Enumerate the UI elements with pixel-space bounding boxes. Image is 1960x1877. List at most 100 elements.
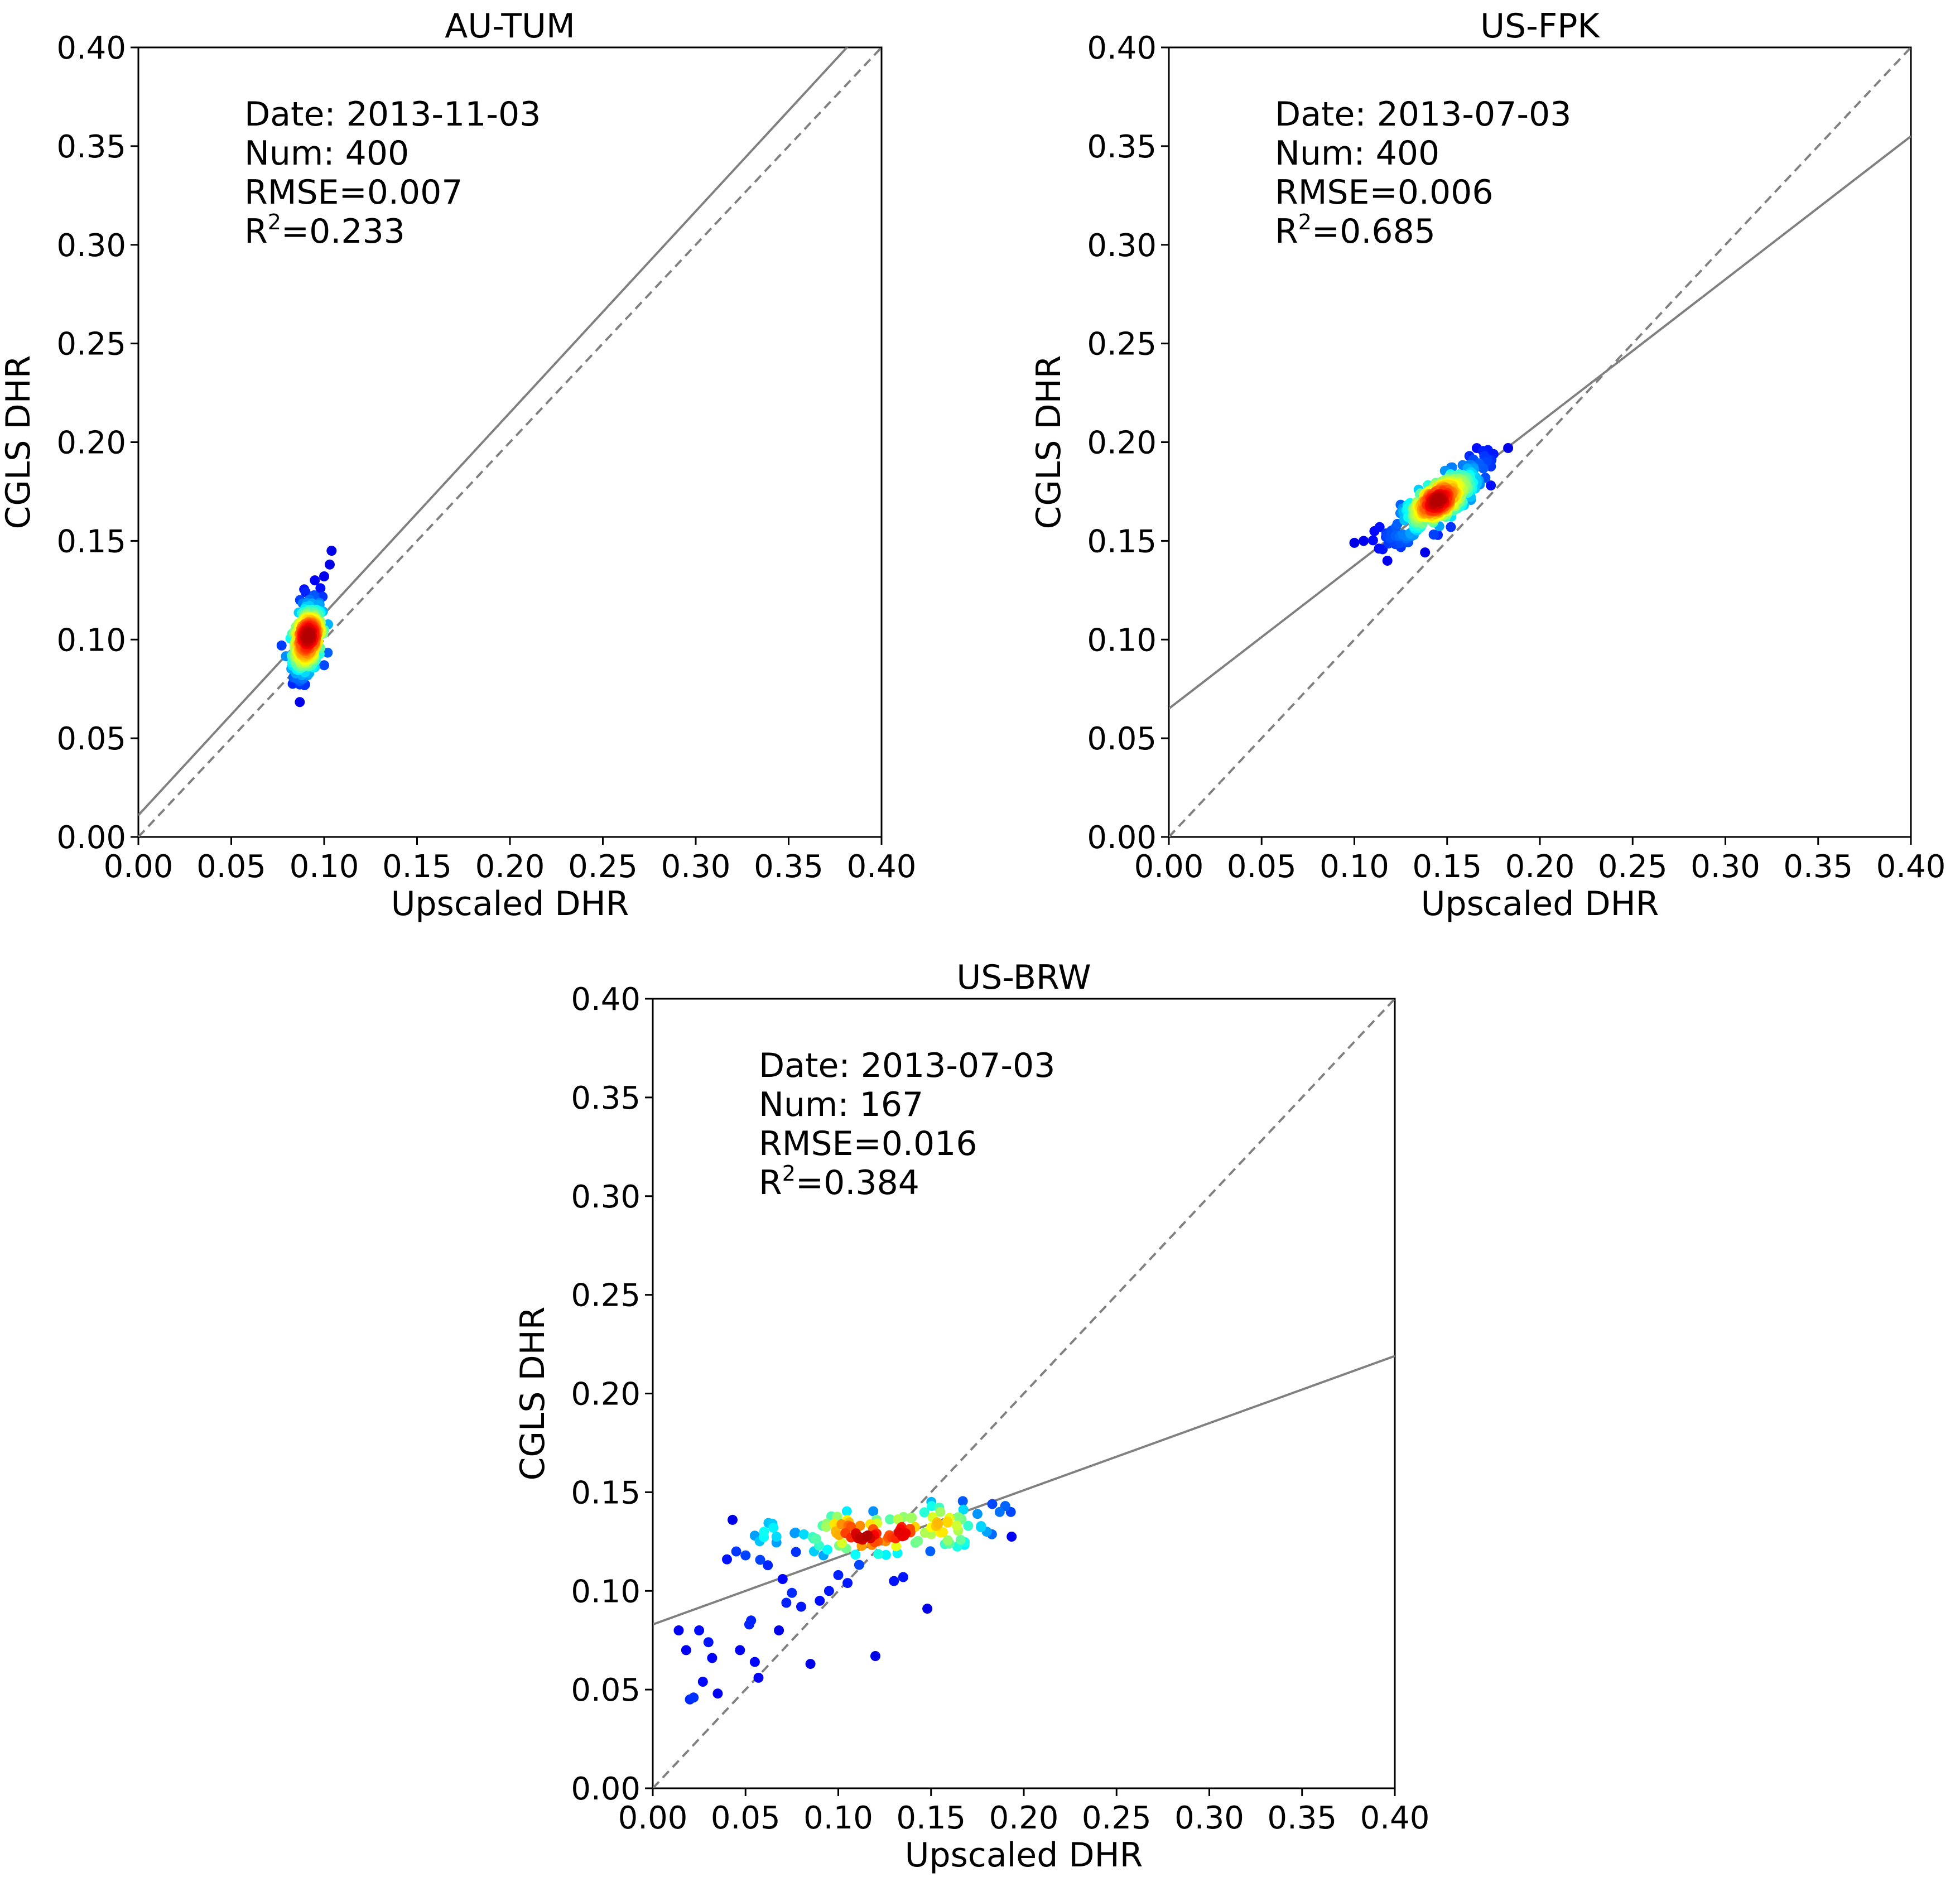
scatter-panel-au-tum: AU-TUM 0.00 0.05 0.10 0.15 0.20 0.25 0.30 0.35 0…: [0, 7, 916, 923]
scatter-point: [798, 1529, 809, 1539]
x-tick-label: 0.40: [847, 849, 917, 885]
x-tick-label: 0.25: [1598, 849, 1668, 885]
scatter-point: [822, 1544, 832, 1555]
scatter-point: [870, 1651, 880, 1661]
scatter-point: [889, 1576, 899, 1586]
scatter-point: [881, 1549, 891, 1560]
scatter-point: [824, 1586, 834, 1596]
scatter-point: [319, 660, 329, 671]
x-tick-label: 0.00: [618, 1800, 688, 1836]
x-axis-title: Upscaled DHR: [391, 884, 629, 923]
y-tick-label: 0.10: [56, 622, 126, 658]
scatter-point: [873, 1549, 884, 1560]
y-tick-label: 0.30: [571, 1179, 641, 1215]
x-tick-label: 0.35: [754, 849, 824, 885]
scatter-point: [994, 1507, 1005, 1517]
scatter-point: [310, 575, 320, 586]
x-axis-title: Upscaled DHR: [905, 1836, 1143, 1875]
stat-rmse: RMSE=0.006: [1275, 173, 1494, 212]
stat-r2: R2=0.233: [244, 210, 405, 251]
scatter-point: [922, 1604, 933, 1614]
y-tick-label: 0.25: [56, 326, 126, 363]
stat-r2: R2=0.685: [1275, 210, 1436, 251]
plot-lines-and-points: [1169, 47, 1911, 837]
stat-r2-value: =0.685: [1312, 212, 1436, 251]
one-to-one-line: [653, 999, 1395, 1788]
x-tick-label: 0.40: [1360, 1800, 1430, 1836]
one-to-one-line: [138, 47, 882, 837]
statistics-block: Date: 2013-07-03 Num: 167 RMSE=0.016 R2=…: [759, 1046, 1055, 1202]
stat-date: Date: 2013-07-03: [759, 1046, 1055, 1085]
x-tick-label: 0.00: [1134, 849, 1204, 885]
y-tick-label: 0.05: [56, 721, 126, 757]
scatter-point: [722, 1554, 732, 1565]
scatter-point: [673, 1625, 684, 1635]
scatter-point: [315, 583, 326, 594]
stat-date: Date: 2013-11-03: [244, 95, 541, 134]
stat-num: Num: 400: [1275, 134, 1439, 173]
scatter-point: [763, 1560, 773, 1571]
scatter-panel-us-fpk: US-FPK 0.00 0.05 0.10 0.15 0.20 0.25 0.30 0.35 0…: [1029, 7, 1945, 923]
scatter-point: [774, 1625, 784, 1635]
scatter-point: [1486, 480, 1496, 491]
scatter-panel-us-brw: US-BRW 0.00 0.05 0.10 0.15 0.20 0.25 0.30 0.35 0…: [513, 958, 1429, 1875]
stat-r2-label: R: [759, 1163, 782, 1202]
scatter-point: [893, 1514, 903, 1524]
scatter-point: [919, 1507, 930, 1518]
scatter-point: [958, 1504, 969, 1515]
scatter-point: [326, 546, 337, 556]
scatter-point: [933, 1519, 943, 1529]
scatter-point: [325, 559, 335, 570]
scatter-point: [681, 1645, 691, 1655]
stat-num: Num: 400: [244, 134, 409, 173]
scatter-point: [707, 1653, 717, 1663]
y-axis-title: CGLS DHR: [513, 1307, 552, 1481]
scatter-point: [694, 1625, 705, 1635]
y-tick-label: 0.35: [571, 1080, 641, 1116]
stat-r2-label: R: [244, 212, 268, 251]
scatter-point: [898, 1572, 908, 1582]
scatter-point: [1503, 443, 1514, 453]
x-tick-label: 0.25: [568, 849, 638, 885]
scatter-point: [951, 1520, 962, 1531]
x-tick-label: 0.10: [1319, 849, 1389, 885]
plot-title: US-BRW: [956, 958, 1091, 997]
x-tick-label: 0.00: [104, 849, 174, 885]
scatter-point: [868, 1506, 879, 1517]
scatter-point: [688, 1692, 699, 1703]
y-tick-label: 0.00: [571, 1771, 641, 1807]
x-tick-label: 0.25: [1082, 1800, 1152, 1836]
x-tick-label: 0.10: [290, 849, 359, 885]
y-tick-label: 0.25: [1087, 326, 1157, 363]
scatter-point: [777, 1574, 788, 1584]
scatter-point: [976, 1522, 986, 1532]
x-tick-label: 0.20: [1505, 849, 1575, 885]
plot-lines-and-points: [653, 999, 1395, 1788]
scatter-point: [749, 1657, 760, 1667]
scatter-point: [841, 1506, 852, 1517]
scatter-point: [942, 1535, 953, 1546]
scatter-point: [972, 1509, 983, 1519]
x-tick-label: 0.40: [1876, 849, 1946, 885]
stat-rmse: RMSE=0.007: [244, 173, 463, 212]
scatter-point: [953, 1512, 964, 1523]
scatter-points: [1349, 443, 1514, 566]
scatter-points: [276, 546, 337, 708]
x-tick-label: 0.15: [382, 849, 452, 885]
scatter-point: [768, 1523, 779, 1533]
x-tick-label: 0.30: [1174, 1800, 1244, 1836]
scatter-point: [740, 1550, 751, 1561]
y-tick-label: 0.00: [56, 820, 126, 856]
y-tick-label: 0.05: [1087, 721, 1157, 757]
y-tick-label: 0.35: [56, 129, 126, 165]
scatter-point: [1420, 547, 1431, 558]
y-tick-label: 0.40: [571, 981, 641, 1018]
x-tick-label: 0.15: [896, 1800, 966, 1836]
stat-r2-superscript: 2: [1298, 210, 1312, 234]
scatter-point: [926, 1501, 937, 1512]
scatter-point: [1433, 497, 1443, 507]
x-tick-label: 0.35: [1267, 1800, 1337, 1836]
scatter-point: [796, 1601, 806, 1612]
scatter-point: [855, 1520, 865, 1531]
